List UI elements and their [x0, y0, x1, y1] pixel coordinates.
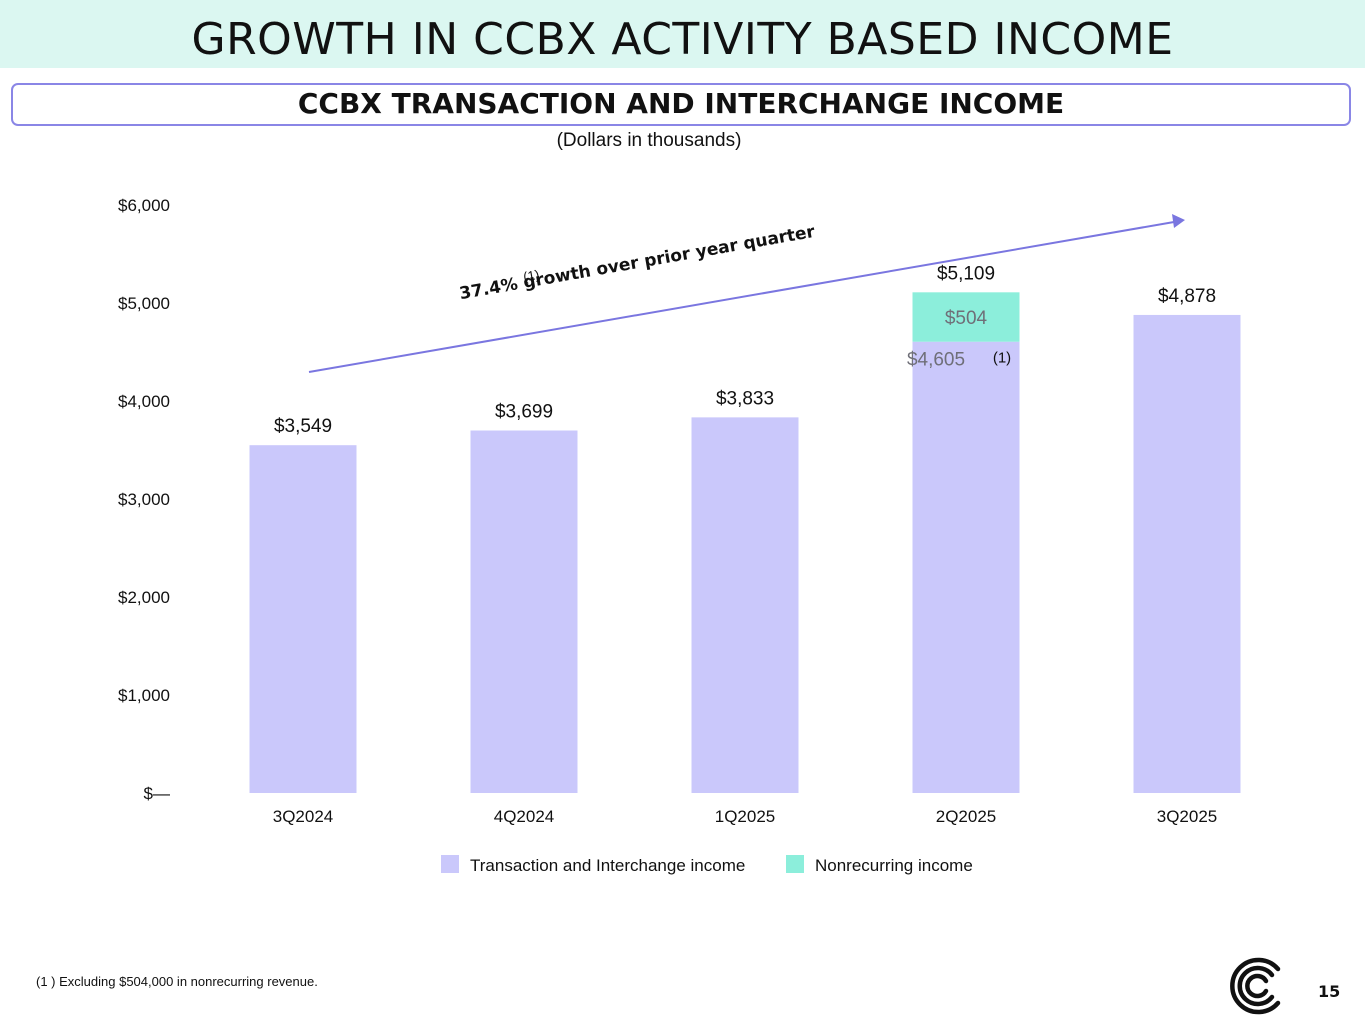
data-label-total: $3,549 [274, 416, 332, 437]
x-tick-label: 1Q2025 [715, 807, 776, 826]
segment-footnote-marker: (1) [993, 350, 1011, 367]
bar-transaction-3Q2024 [249, 445, 357, 793]
subtitle-box [11, 83, 1351, 126]
footnote: (1 ) Excluding $504,000 in nonrecurring … [36, 974, 318, 989]
data-label-segment: $504 [945, 308, 988, 329]
x-tick-label: 3Q2024 [273, 807, 334, 826]
growth-arrow-line [308, 221, 1175, 373]
y-tick-label: $— [144, 784, 170, 803]
legend-swatch-nonrecurring [786, 855, 804, 873]
growth-annotation: 37.4% growth over prior year quarter [458, 222, 817, 304]
legend-label-transaction: Transaction and Interchange income [470, 856, 745, 875]
legend-label-nonrecurring: Nonrecurring income [815, 856, 973, 875]
y-tick-label: $1,000 [118, 686, 170, 705]
chart-title: CCBX TRANSACTION AND INTERCHANGE INCOME [297, 87, 1065, 120]
y-tick-label: $6,000 [118, 196, 170, 215]
y-tick-label: $3,000 [118, 490, 170, 509]
data-label-total: $3,833 [716, 388, 774, 409]
data-label-total: $3,699 [495, 401, 553, 422]
data-label-total: $5,109 [937, 263, 995, 284]
growth-footnote-marker: (1) [522, 267, 540, 285]
bar-transaction-4Q2024 [470, 430, 578, 793]
growth-arrow-head [1172, 214, 1185, 228]
bar-transaction-3Q2025 [1133, 314, 1241, 793]
y-tick-label: $4,000 [118, 392, 170, 411]
units-note: (Dollars in thousands) [556, 130, 742, 151]
y-tick-label: $5,000 [118, 294, 170, 313]
title-band [0, 0, 1365, 68]
page-title: GROWTH IN CCBX ACTIVITY BASED INCOME [191, 14, 1174, 65]
x-tick-label: 2Q2025 [936, 807, 997, 826]
bar-transaction-2Q2025 [912, 341, 1020, 793]
bar-nonrecurring-2Q2025 [912, 292, 1020, 342]
data-label-segment: $4,605 [907, 350, 965, 371]
legend-swatch-transaction [441, 855, 459, 873]
data-label-total: $4,878 [1158, 286, 1216, 307]
bar-chart: $— $1,000 $2,000 $3,000 $4,000 $5,000 $6,000 $3… [118, 196, 1241, 875]
y-tick-label: $2,000 [118, 588, 170, 607]
company-logo-icon [1230, 957, 1281, 1015]
page-number: 15 [1318, 982, 1341, 1001]
bar-transaction-1Q2025 [691, 417, 799, 793]
x-tick-label: 4Q2024 [494, 807, 555, 826]
x-tick-label: 3Q2025 [1157, 807, 1218, 826]
